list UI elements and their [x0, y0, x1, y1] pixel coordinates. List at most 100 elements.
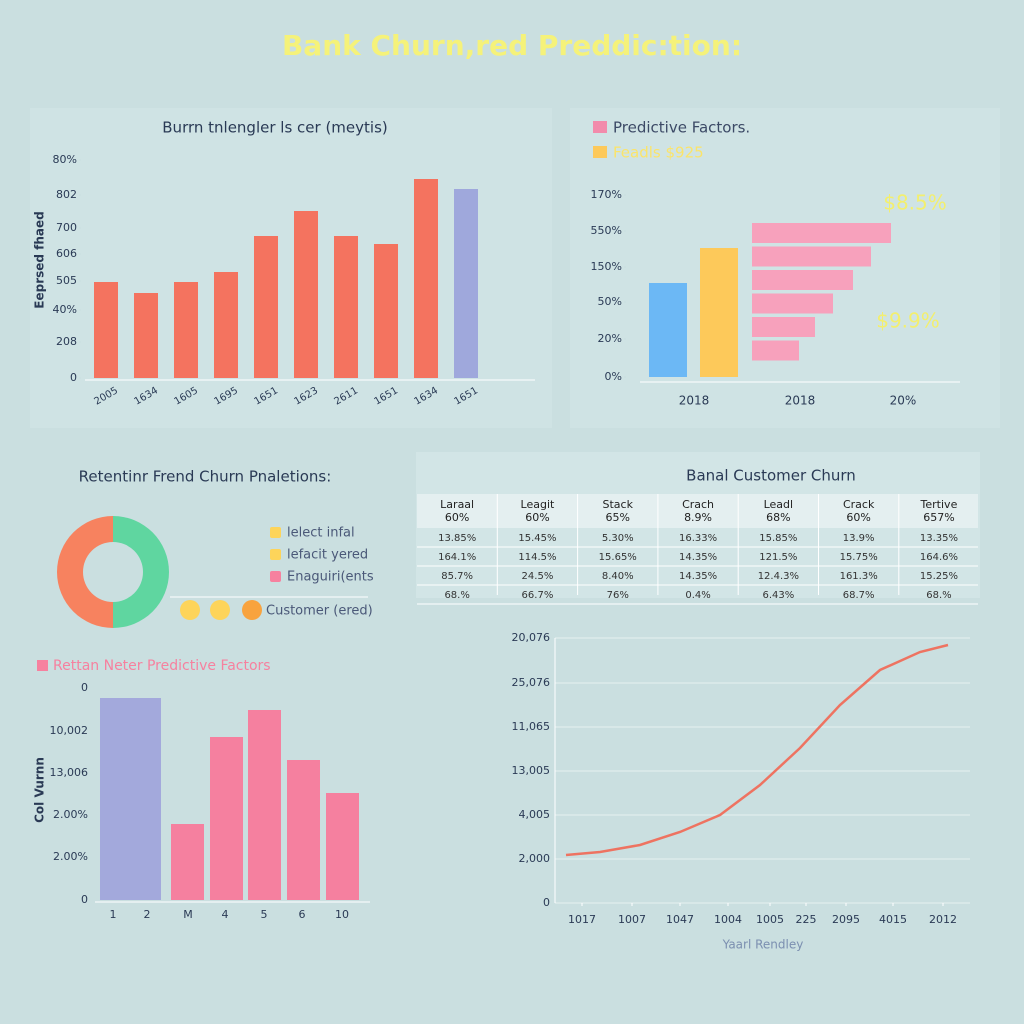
y-tick-label: 2.00%: [53, 850, 88, 863]
table-cell: 15.25%: [920, 571, 958, 582]
bar: [752, 223, 891, 243]
legend-dot: [180, 600, 200, 620]
y-tick-label: 40%: [53, 303, 77, 316]
x-tick-label: 2018: [679, 394, 710, 408]
y-tick-label: 550%: [591, 224, 622, 237]
table-cell: 161.3%: [840, 571, 878, 582]
x-tick-label: 1017: [568, 913, 596, 926]
bar: [752, 270, 853, 290]
table-header: 60%: [525, 511, 549, 524]
y-tick-label: 25,076: [512, 676, 551, 689]
panel: [570, 108, 1000, 428]
bar: [752, 293, 833, 314]
chart-title: Retentinr Frend Churn Pnaletions:: [79, 468, 332, 486]
bar: [171, 824, 204, 900]
bar: [414, 179, 438, 378]
bar: [752, 246, 871, 267]
x-tick-label: 1047: [666, 913, 694, 926]
bar: [210, 737, 243, 900]
table-cell: 5.30%: [602, 533, 634, 544]
bar: [326, 793, 359, 900]
table-header: 8.9%: [684, 511, 712, 524]
x-tick-label: 2018: [785, 394, 816, 408]
table-cell: 68.%: [444, 590, 469, 601]
x-tick-label: 2012: [929, 913, 957, 926]
y-tick-label: 20%: [598, 332, 622, 345]
chart-title: Rettan Neter Predictive Factors: [53, 658, 271, 674]
y-tick-label: 20,076: [512, 631, 551, 644]
x-tick-label: 10: [335, 908, 349, 921]
table-cell: 164.1%: [438, 552, 476, 563]
table-header: Crach: [682, 498, 714, 511]
x-tick-label: 2095: [832, 913, 860, 926]
table-header: Stack: [603, 498, 634, 511]
table-header: Laraal: [440, 498, 474, 511]
table-cell: 15.75%: [840, 552, 878, 563]
y-tick-label: 11,065: [512, 720, 551, 733]
legend-swatch: [37, 660, 48, 671]
bar: [174, 282, 198, 378]
y-tick-label: 505: [56, 274, 77, 287]
y-tick-label: 802: [56, 188, 77, 201]
y-tick-label: 4,005: [519, 808, 551, 821]
table-header: Crack: [843, 498, 875, 511]
bar: [752, 340, 799, 361]
bar: [94, 282, 118, 378]
table-cell: 15.45%: [518, 533, 556, 544]
bar: [134, 293, 158, 378]
bar: [214, 272, 238, 378]
legend-swatch: [270, 571, 281, 582]
y-tick-label: 2,000: [519, 852, 551, 865]
legend-label: Feadls $925: [613, 144, 704, 162]
table-cell: 13.85%: [438, 533, 476, 544]
line: [565, 643, 949, 857]
table-title: Banal Customer Churn: [686, 467, 856, 485]
table-header: 65%: [606, 511, 630, 524]
table-header: Tertive: [920, 498, 958, 511]
table-header: 657%: [923, 511, 954, 524]
column: [649, 283, 687, 377]
y-tick-label: 150%: [591, 260, 622, 273]
legend-swatch: [593, 121, 607, 133]
x-tick-label: 1: [110, 908, 117, 921]
bar: [100, 698, 161, 900]
table-cell: 76%: [607, 590, 629, 601]
chart-title: Burrn tnlengler ls cer (meytis): [162, 119, 387, 137]
y-tick-label: 80%: [53, 153, 77, 166]
legend-dot: [210, 600, 230, 620]
bar: [454, 189, 478, 378]
x-tick-label: 225: [796, 913, 817, 926]
legend-swatch: [593, 146, 607, 158]
legend-label: lelect infal: [287, 526, 355, 541]
table-header: 60%: [445, 511, 469, 524]
x-tick-label: 1007: [618, 913, 646, 926]
legend-label: Customer (ered): [266, 604, 373, 619]
y-tick-label: 0: [70, 371, 77, 384]
y-tick-label: 0%: [605, 370, 622, 383]
bar: [334, 236, 358, 378]
table-cell: 8.40%: [602, 571, 634, 582]
x-tick-label: 1004: [714, 913, 742, 926]
y-tick-label: 700: [56, 221, 77, 234]
y-tick-label: 13,005: [512, 764, 551, 777]
table-cell: 85.7%: [441, 571, 473, 582]
legend-swatch: [270, 549, 281, 560]
legend-label: Enaguiri(ents: [287, 570, 374, 585]
table-cell: 14.35%: [679, 571, 717, 582]
table-cell: 114.5%: [518, 552, 556, 563]
table-cell: 66.7%: [522, 590, 554, 601]
bar: [374, 244, 398, 378]
x-tick-label: 20%: [890, 394, 917, 408]
x-tick-label: M: [183, 908, 193, 921]
y-tick-label: 0: [543, 896, 550, 909]
y-tick-label: 13,006: [50, 766, 89, 779]
y-tick-label: 2.00%: [53, 808, 88, 821]
donut-slice: [113, 516, 169, 628]
bar: [254, 236, 278, 378]
table-cell: 164.6%: [920, 552, 958, 563]
table-cell: 12.4.3%: [758, 571, 799, 582]
table-cell: 16.33%: [679, 533, 717, 544]
table-cell: 13.9%: [843, 533, 875, 544]
table-cell: 15.85%: [759, 533, 797, 544]
